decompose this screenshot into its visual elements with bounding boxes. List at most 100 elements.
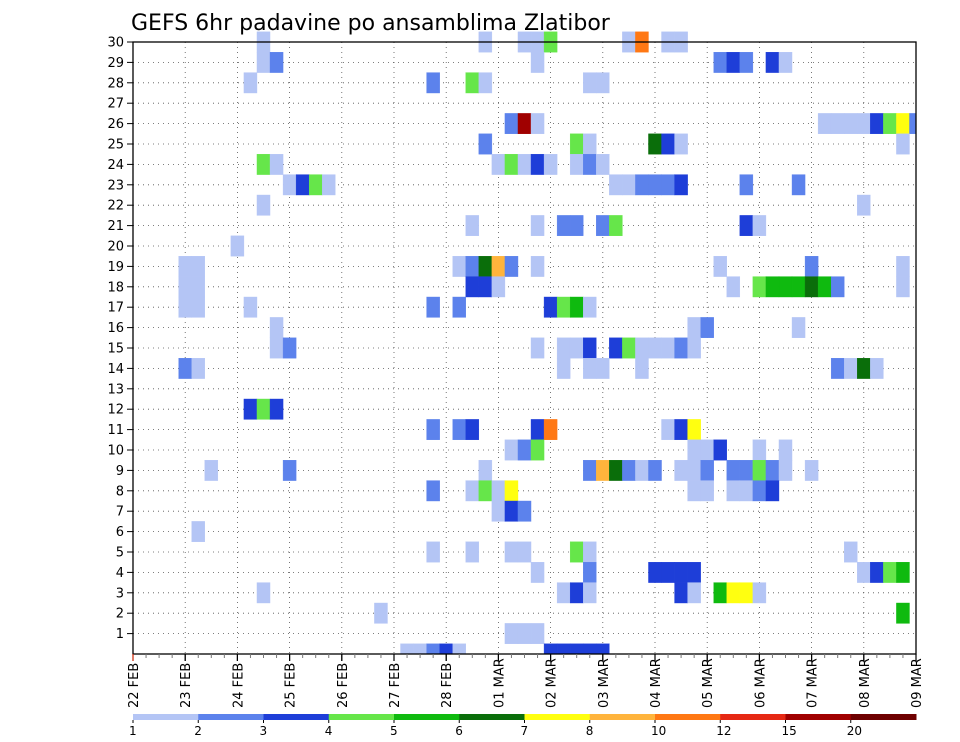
heatmap-cell — [752, 276, 767, 298]
heatmap-cell — [739, 215, 754, 236]
heatmap-cell — [765, 276, 780, 298]
heatmap-cell — [726, 480, 741, 502]
heatmap-cell — [191, 276, 205, 298]
heatmap-cell — [269, 52, 284, 73]
heatmap-cell — [517, 500, 532, 522]
legend-swatch — [263, 714, 330, 720]
y-tick-label: 19 — [107, 260, 124, 275]
heatmap-cell — [896, 276, 910, 298]
heatmap-cell — [830, 358, 845, 379]
heatmap-cell — [817, 276, 832, 298]
legend-swatch — [524, 714, 591, 720]
heatmap-cell — [765, 52, 780, 73]
y-tick-label: 10 — [107, 444, 124, 459]
heatmap-cell — [543, 419, 558, 440]
heatmap-cell — [569, 337, 584, 359]
heatmap-cell — [517, 541, 532, 563]
heatmap-cell — [726, 276, 741, 298]
heatmap-cell — [765, 460, 780, 481]
heatmap-cell — [465, 215, 480, 236]
heatmap-cell — [883, 562, 897, 583]
heatmap-cell — [700, 317, 714, 338]
heatmap-cell — [674, 419, 688, 440]
y-tick-label: 14 — [107, 362, 124, 377]
heatmap-cell — [752, 439, 767, 461]
heatmap-cell — [191, 256, 205, 277]
y-tick-label: 21 — [107, 219, 124, 234]
heatmap-cell — [530, 113, 545, 135]
heatmap-cell — [687, 337, 701, 359]
heatmap-cell — [778, 52, 793, 73]
heatmap-cell — [452, 296, 466, 318]
heatmap-cell — [583, 296, 597, 318]
heatmap-cell — [778, 460, 793, 481]
heatmap-cell — [269, 153, 284, 175]
heatmap-cell — [700, 439, 714, 461]
heatmap-cell — [426, 541, 440, 563]
heatmap-cell — [191, 358, 205, 379]
heatmap-cell — [543, 296, 558, 318]
heatmap-cell — [478, 133, 493, 155]
y-tick-label: 27 — [107, 97, 124, 112]
heatmap-cell — [256, 153, 271, 175]
heatmap-cell — [530, 153, 545, 175]
heatmap-cell — [583, 541, 597, 563]
heatmap-cell — [778, 276, 793, 298]
heatmap-cell — [635, 358, 649, 379]
heatmap-cell — [426, 296, 440, 318]
heatmap-cell — [439, 643, 453, 655]
heatmap-cell — [635, 337, 649, 359]
heatmap-cell — [282, 174, 297, 196]
heatmap-cell — [478, 276, 493, 298]
heatmap-cell — [674, 337, 688, 359]
heatmap-cell — [739, 52, 754, 73]
y-tick-label: 28 — [107, 76, 124, 91]
y-tick-label: 20 — [107, 240, 124, 255]
heatmap-cell — [687, 582, 701, 604]
heatmap-cell — [452, 419, 466, 440]
heatmap-cell — [517, 623, 532, 645]
heatmap-cell — [282, 337, 297, 359]
heatmap-cell — [739, 582, 754, 604]
heatmap-cell — [635, 174, 649, 196]
heatmap-cell — [556, 337, 571, 359]
heatmap-cell — [530, 52, 545, 73]
heatmap-cell — [504, 113, 519, 135]
heatmap-cell — [504, 439, 519, 461]
heatmap-cell — [543, 643, 558, 655]
heatmap-cell — [583, 337, 597, 359]
heatmap-cell — [674, 460, 688, 481]
heatmap-cell — [804, 460, 819, 481]
heatmap-cell — [661, 133, 675, 155]
y-tick-label: 24 — [107, 158, 124, 173]
legend-label: 8 — [586, 724, 594, 738]
heatmap-cell — [674, 582, 688, 604]
legend-swatch — [655, 714, 721, 720]
heatmap-cell — [739, 460, 754, 481]
heatmap-cell — [256, 582, 271, 604]
heatmap-cell — [661, 419, 675, 440]
heatmap-cell — [752, 215, 767, 236]
heatmap-cell — [530, 337, 545, 359]
y-tick-label: 12 — [107, 403, 124, 418]
heatmap-cell — [583, 358, 597, 379]
heatmap-cell — [687, 419, 701, 440]
heatmap-cell — [204, 460, 219, 481]
heatmap-cell — [478, 72, 493, 94]
heatmap-cell — [282, 460, 297, 481]
heatmap-cell — [596, 460, 610, 481]
heatmap-cell — [844, 113, 858, 135]
legend-swatch — [394, 714, 460, 720]
x-tick-label: 07 MAR — [806, 658, 821, 708]
heatmap-cell — [596, 153, 610, 175]
heatmap-cell — [739, 174, 754, 196]
heatmap-cell — [752, 480, 767, 502]
y-tick-label: 11 — [107, 423, 124, 438]
heatmap-cell — [243, 296, 258, 318]
x-tick-label: 26 FEB — [336, 663, 351, 708]
heatmap-cell — [452, 643, 466, 655]
heatmap-cell — [504, 541, 519, 563]
heatmap-cell — [530, 256, 545, 277]
legend-label: 20 — [847, 724, 862, 738]
heatmap-cell — [452, 256, 466, 277]
